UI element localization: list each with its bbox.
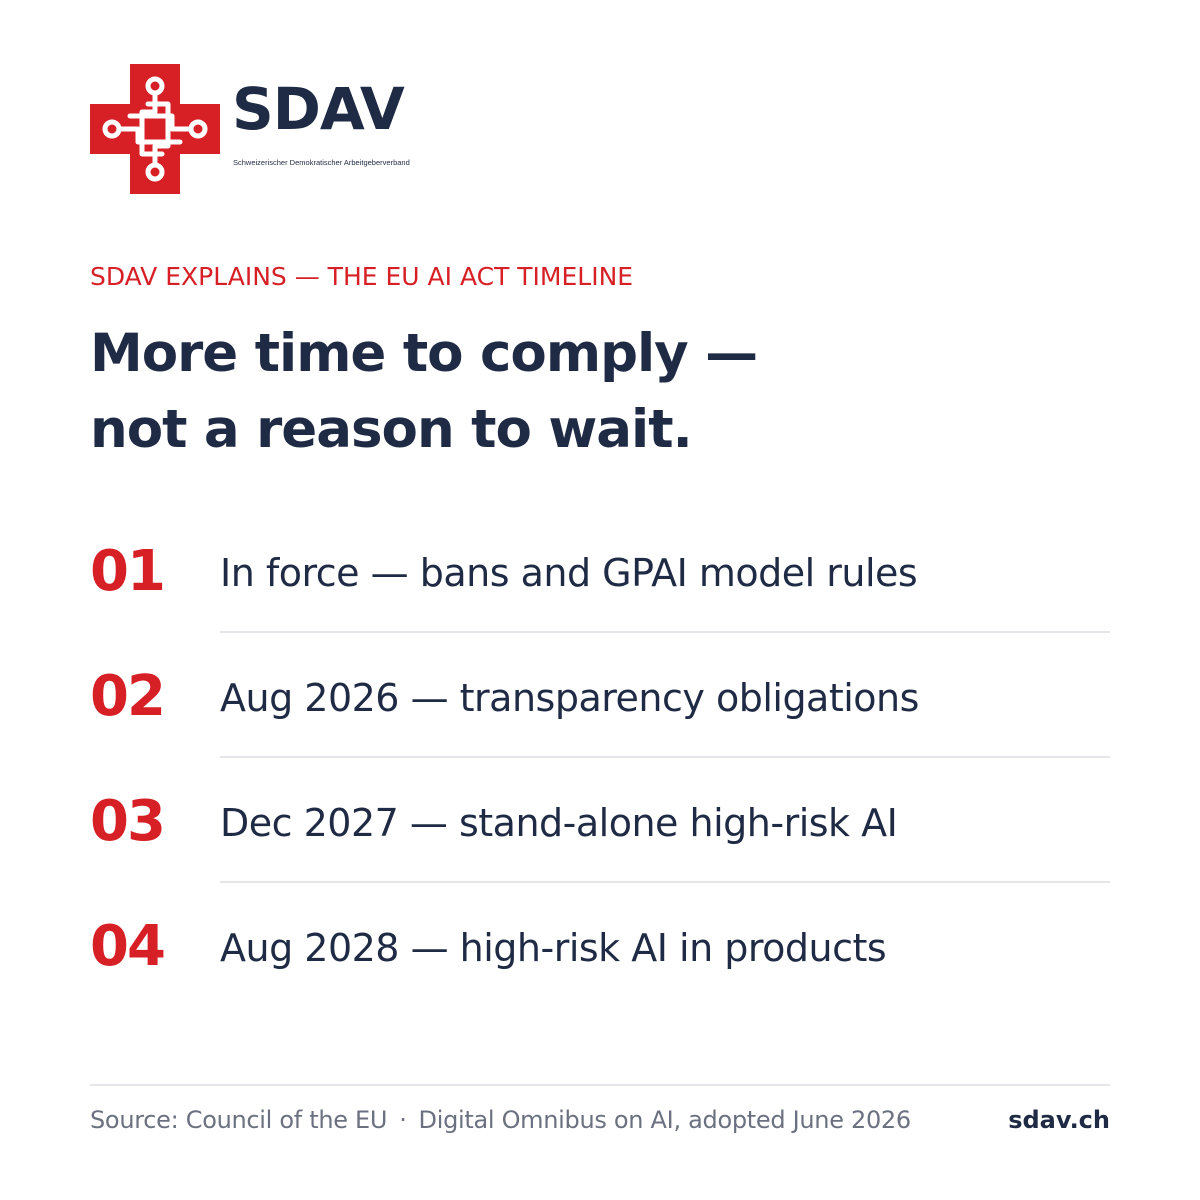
brand-tagline: Schweizerischer Demokratischer Arbeitgeb… xyxy=(233,158,410,167)
timeline-list: 01 In force — bans and GPAI model rules … xyxy=(90,508,1110,1008)
headline: More time to comply — not a reason to wa… xyxy=(90,316,758,468)
divider xyxy=(220,631,1110,633)
website-link[interactable]: sdav.ch xyxy=(1008,1106,1110,1134)
timeline-number: 03 xyxy=(90,789,166,854)
timeline-item: 04 Aug 2028 — high-risk AI in products xyxy=(90,883,1110,1008)
separator-dot: · xyxy=(399,1106,407,1134)
brand-logo: SDAV Schweizerischer Demokratischer Arbe… xyxy=(90,64,430,196)
kicker: SDAV EXPLAINS — THE EU AI ACT TIMELINE xyxy=(90,262,634,291)
divider xyxy=(220,756,1110,758)
headline-line-1: More time to comply — xyxy=(90,323,758,384)
source-detail: Digital Omnibus on AI, adopted June 2026 xyxy=(418,1106,912,1134)
red-cross-circuit-icon xyxy=(90,64,220,194)
timeline-item: 02 Aug 2026 — transparency obligations xyxy=(90,633,1110,758)
timeline-number: 04 xyxy=(90,914,166,979)
source-label: Source: Council of the EU xyxy=(90,1106,388,1134)
footer-divider xyxy=(90,1084,1110,1086)
timeline-item: 03 Dec 2027 — stand-alone high-risk AI xyxy=(90,758,1110,883)
timeline-text: Dec 2027 — stand-alone high-risk AI xyxy=(220,801,898,845)
timeline-item: 01 In force — bans and GPAI model rules xyxy=(90,508,1110,633)
timeline-text: Aug 2026 — transparency obligations xyxy=(220,676,919,720)
source-note: Source: Council of the EU · Digital Omnibu… xyxy=(90,1106,911,1134)
brand-name: SDAV xyxy=(232,75,405,143)
headline-line-2: not a reason to wait. xyxy=(90,399,693,460)
timeline-number: 02 xyxy=(90,664,166,729)
timeline-text: Aug 2028 — high-risk AI in products xyxy=(220,926,887,970)
divider xyxy=(220,881,1110,883)
timeline-text: In force — bans and GPAI model rules xyxy=(220,551,918,595)
timeline-number: 01 xyxy=(90,539,166,604)
